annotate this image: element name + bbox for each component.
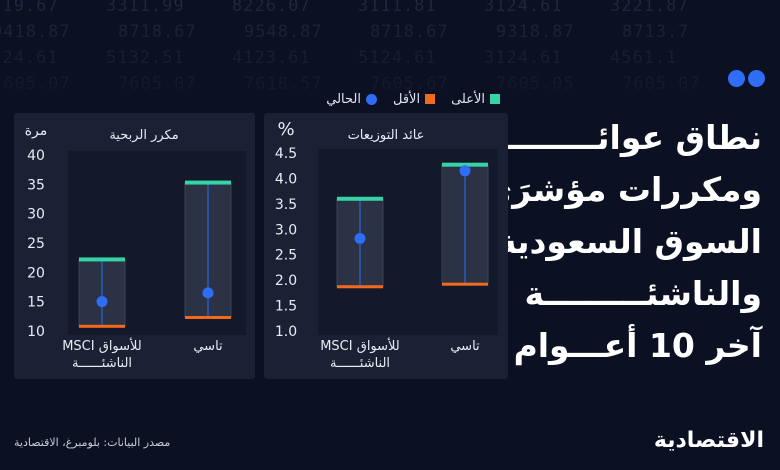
chart-legend: الأعلى الأقل الحالي xyxy=(210,90,500,108)
y-tick-label: 4.5 xyxy=(275,146,297,162)
axis-unit-label: % xyxy=(277,119,294,140)
current-point xyxy=(459,165,471,177)
page-title: نطاق عوائـــــــــد ومكررات مؤشرَي السوق… xyxy=(476,112,762,372)
current-point xyxy=(202,287,214,299)
legend-item-top: الأعلى xyxy=(451,92,500,107)
y-tick-label: 3.5 xyxy=(275,197,297,213)
y-tick-label: 3.0 xyxy=(275,222,297,238)
high-marker xyxy=(442,162,488,167)
y-tick-label: 20 xyxy=(27,265,45,281)
y-tick-label: 40 xyxy=(27,148,45,164)
axis-unit-label: مرة xyxy=(25,123,48,139)
y-tick-label: 10 xyxy=(27,324,45,340)
legend-swatch-top xyxy=(490,94,500,104)
background-fade xyxy=(0,0,780,130)
title-line-3: السوق السعودية xyxy=(497,222,762,261)
legend-label-low: الأقل xyxy=(392,91,421,107)
low-marker xyxy=(79,324,125,328)
category-label: الناشئــــــة xyxy=(330,356,390,371)
dividend-yield-panel: عائد التوزيعات% 1.0 1.5 2.0 2.5 3.0 3.5 4.0 4.5 M… xyxy=(264,113,508,379)
category-label: MSCI للأسواق xyxy=(320,337,400,354)
current-point xyxy=(96,296,108,308)
category-label: الناشئــــــة xyxy=(72,356,132,371)
y-tick-label: 2.0 xyxy=(275,273,297,289)
category-label: MSCI للأسواق xyxy=(62,337,142,354)
source-note: مصدر البيانات: بلومبرغ، الاقتصادية xyxy=(14,436,171,449)
legend-swatch-current xyxy=(365,93,377,105)
category-label: تاسي xyxy=(450,339,480,354)
y-tick-label: 30 xyxy=(27,207,45,223)
legend-swatch-low xyxy=(425,94,436,104)
brand-dots xyxy=(728,70,768,91)
chart-title: مكرر الربحية xyxy=(109,128,178,143)
y-tick-label: 1.0 xyxy=(275,324,297,340)
chart-title: عائد التوزيعات xyxy=(348,128,425,143)
publisher-logo: الاقتصادية xyxy=(653,428,764,453)
legend-label-current: الحالي xyxy=(326,91,361,107)
pe-ratio-chart: مكرر الربحية مرة 10 15 20 25 30 35 40 MSCI للأسوا… xyxy=(25,123,246,371)
title-line-2: ومكررات مؤشرَي xyxy=(482,170,762,209)
y-tick-label: 1.5 xyxy=(275,299,297,315)
y-tick-label: 15 xyxy=(27,295,45,311)
high-marker xyxy=(79,257,125,262)
low-marker xyxy=(337,285,383,289)
pe-ratio-panel: مكرر الربحية مرة 10 15 20 25 30 35 40 MSCI للأسوا… xyxy=(14,113,255,379)
high-marker xyxy=(337,196,383,201)
low-marker xyxy=(185,316,231,320)
legend-item-low: الأقل xyxy=(392,91,436,107)
y-tick-label: 4.0 xyxy=(275,171,297,187)
low-marker xyxy=(442,282,488,286)
y-tick-label: 25 xyxy=(27,236,45,252)
title-line-1: نطاق عوائـــــــــد xyxy=(476,118,762,157)
high-marker xyxy=(185,180,231,185)
legend-label-top: الأعلى xyxy=(451,91,485,107)
dividend-yield-chart: عائد التوزيعات% 1.0 1.5 2.0 2.5 3.0 3.5 4.0 4.5 M… xyxy=(275,119,498,371)
title-line-4: والناشئـــــــــة xyxy=(524,274,762,313)
title-line-5: آخر 10 أعـــوام xyxy=(513,326,762,365)
current-point xyxy=(354,232,366,244)
y-tick-label: 2.5 xyxy=(275,248,297,264)
y-tick-label: 35 xyxy=(27,177,45,193)
category-label: تاسي xyxy=(193,339,223,354)
legend-item-current: الحالي xyxy=(326,92,377,107)
